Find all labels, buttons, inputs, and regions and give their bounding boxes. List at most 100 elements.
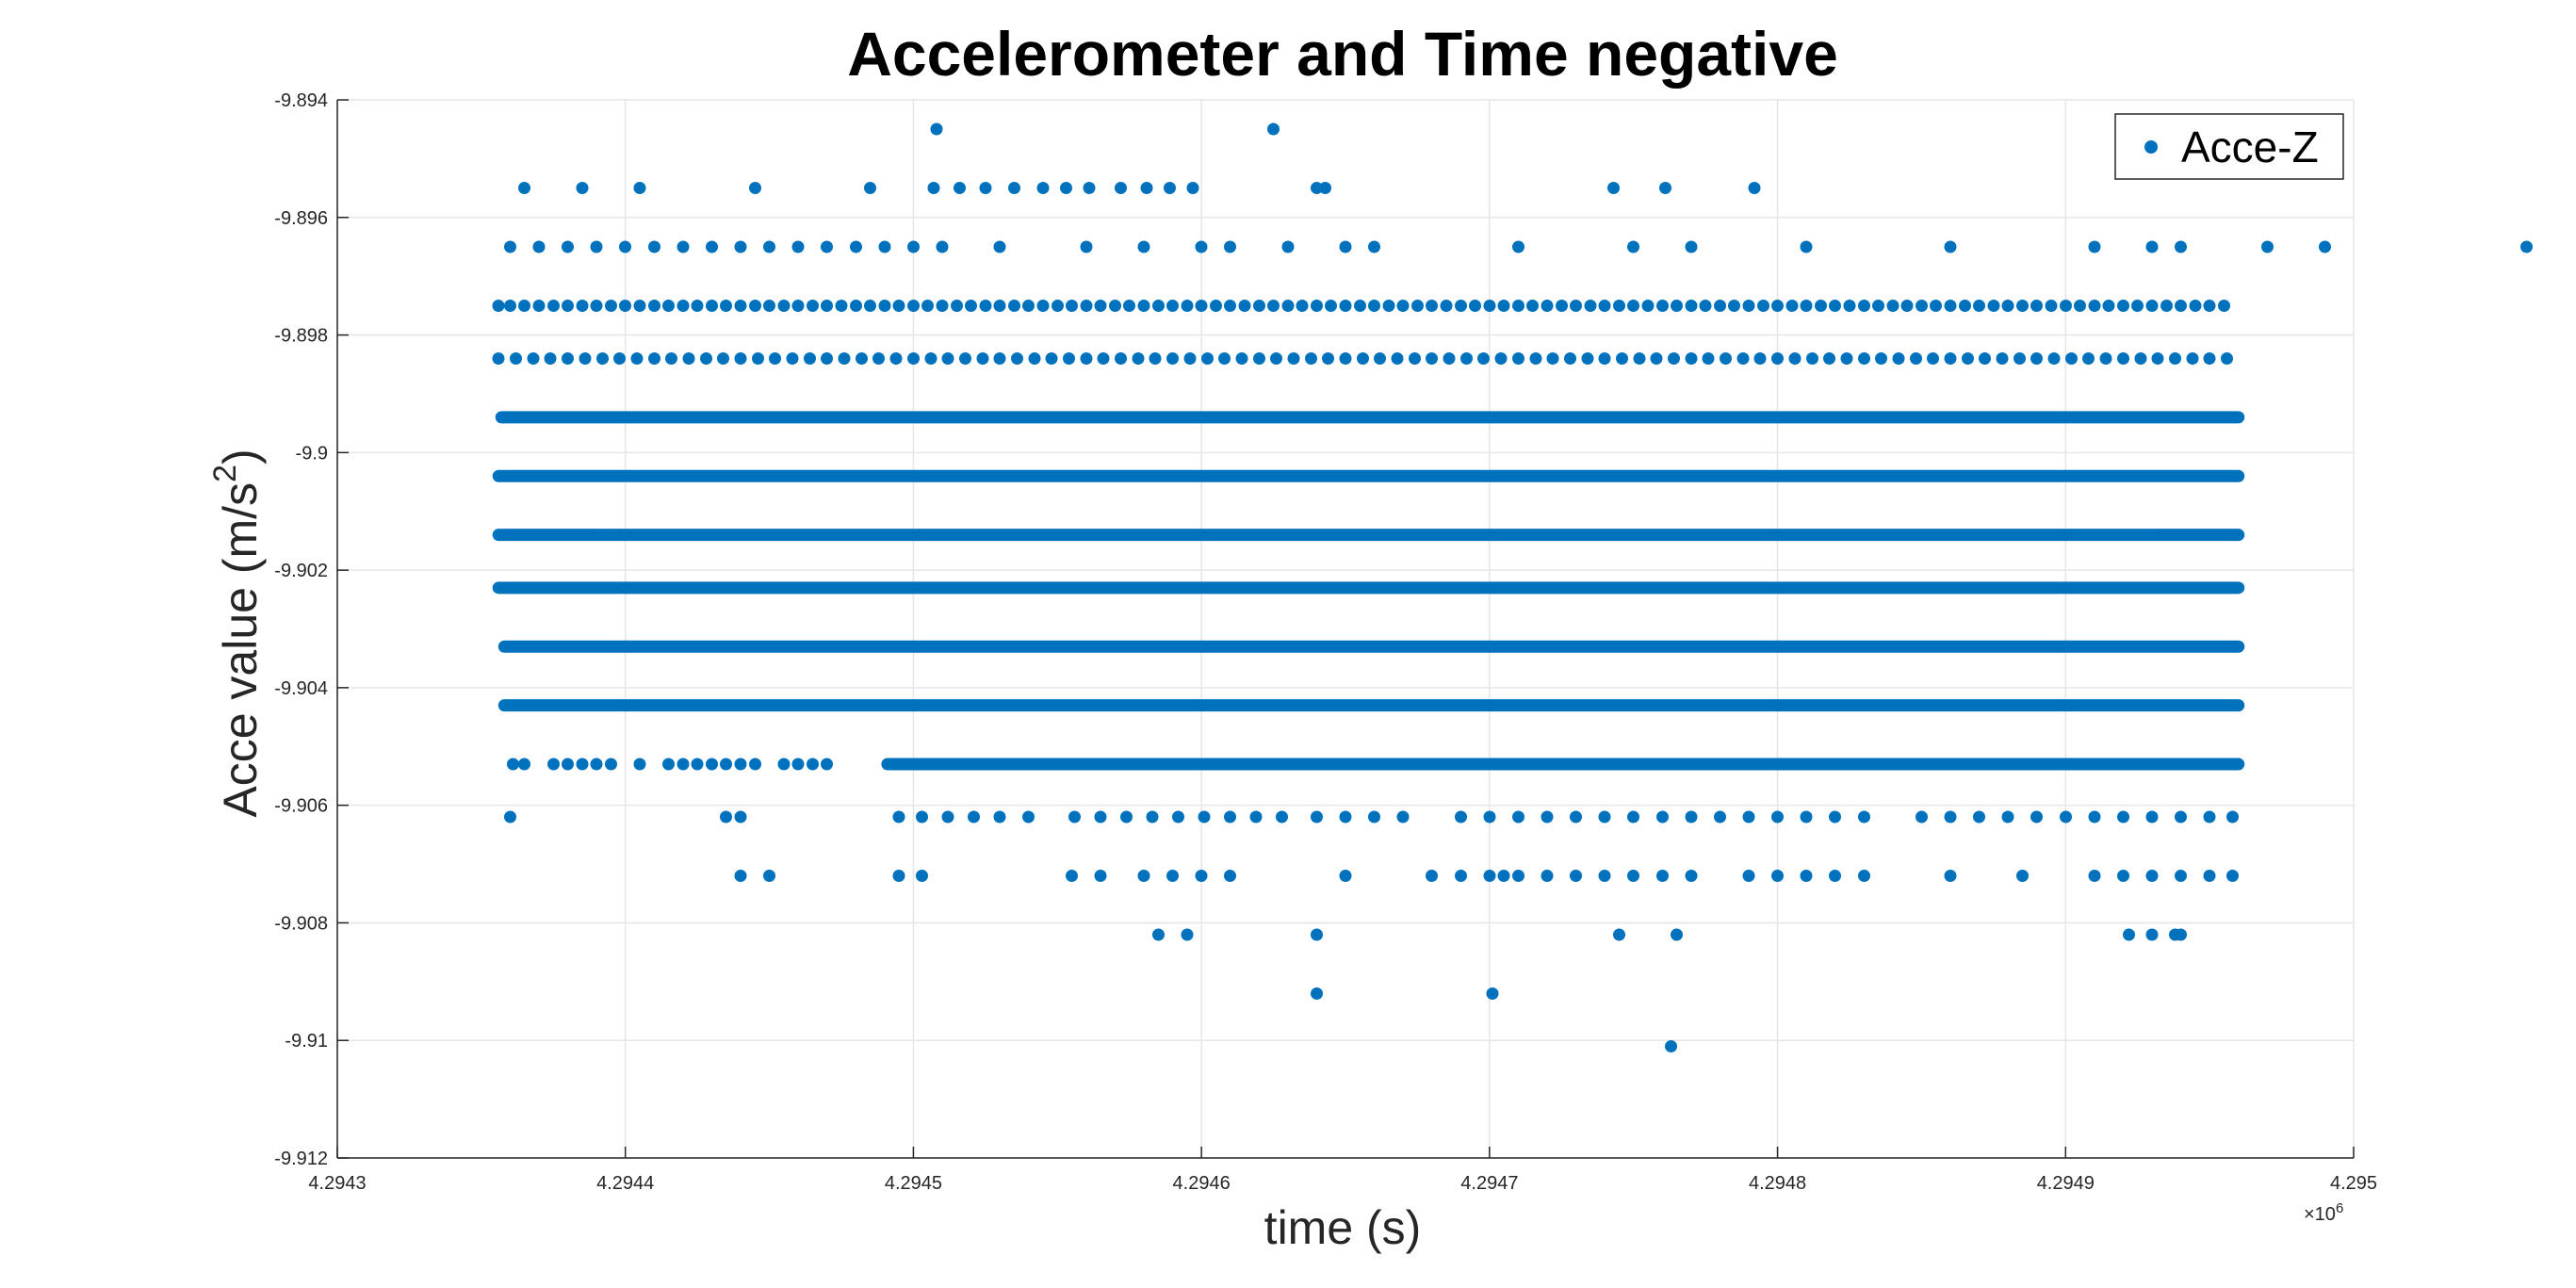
- data-point-130: [993, 300, 1006, 312]
- data-point-18: [1137, 240, 1150, 253]
- data-point-343: [993, 810, 1006, 823]
- data-point-384: [2226, 810, 2239, 823]
- data-point-199: [1987, 300, 2000, 312]
- data-point-339: [892, 810, 905, 823]
- data-point-77: [927, 182, 940, 194]
- data-point-347: [1120, 810, 1133, 823]
- data-point-147: [1238, 300, 1251, 312]
- data-point-308: [2082, 352, 2095, 365]
- data-point-395: [1339, 870, 1352, 882]
- legend-label-acce-z: Acce-Z: [2181, 122, 2319, 171]
- y-tick-labels: -9.894 -9.896 -9.898 -9.9 -9.902 -9.904 -9.906…: [274, 90, 328, 1169]
- data-point-1: [532, 240, 546, 253]
- data-point-27: [1800, 240, 1813, 253]
- data-point-171: [1584, 300, 1597, 312]
- data-point-245: [993, 352, 1006, 365]
- data-point-5: [648, 240, 660, 253]
- data-point-159: [1411, 300, 1424, 312]
- data-point-76: [864, 182, 876, 194]
- data-point-291: [1788, 352, 1802, 365]
- data-point-366: [1685, 810, 1698, 823]
- data-point-404: [1627, 870, 1639, 882]
- data-point-355: [1339, 810, 1352, 823]
- data-point-429: [1311, 987, 1323, 1000]
- data-point-260: [1253, 352, 1265, 365]
- data-point-3: [590, 240, 603, 253]
- data-point-120: [850, 300, 862, 312]
- data-point-428: [2175, 928, 2187, 941]
- data-point-113: [749, 300, 761, 312]
- data-point-247: [1028, 352, 1041, 365]
- data-point-317: [507, 758, 519, 771]
- data-point-126: [936, 300, 949, 312]
- data-point-272: [1460, 352, 1473, 365]
- data-point-174: [1627, 300, 1639, 312]
- data-point-293: [1823, 352, 1835, 365]
- data-point-145: [1210, 300, 1222, 312]
- data-point-228: [700, 352, 712, 365]
- data-point-398: [1483, 870, 1496, 882]
- data-point-176: [1656, 300, 1669, 312]
- data-point-376: [2001, 810, 2014, 823]
- data-point-239: [889, 352, 903, 365]
- data-point-289: [1753, 352, 1767, 365]
- data-point-422: [1311, 928, 1323, 941]
- data-point-280: [1598, 352, 1611, 365]
- data-point-223: [613, 352, 626, 365]
- data-point-264: [1322, 352, 1334, 365]
- data-point-123: [892, 300, 905, 312]
- data-point-231: [752, 352, 764, 365]
- x-tick-label-6: 4.2949: [2037, 1173, 2095, 1194]
- data-point-296: [1875, 352, 1887, 365]
- data-point-305: [2030, 352, 2043, 365]
- data-point-399: [1497, 870, 1510, 882]
- x-tick-label-0: 4.2943: [308, 1173, 366, 1194]
- y-tick-label-8: -9.91: [285, 1031, 328, 1052]
- data-point-187: [1815, 300, 1827, 312]
- data-point-139: [1123, 300, 1135, 312]
- data-point-12: [850, 240, 862, 253]
- data-point-172: [1598, 300, 1611, 312]
- data-point-235: [821, 352, 833, 365]
- data-point-346: [1094, 810, 1107, 823]
- data-point-25: [1627, 240, 1639, 253]
- data-point-344: [1022, 810, 1035, 823]
- data-point-403: [1598, 870, 1611, 882]
- data-point-338: [734, 810, 747, 823]
- data-point-188: [1829, 300, 1841, 312]
- data-point-294: [1840, 352, 1853, 365]
- data-point-83: [1083, 182, 1096, 194]
- data-point-34: [2520, 240, 2533, 253]
- data-point-92: [1748, 182, 1761, 194]
- data-point-406: [1685, 870, 1698, 882]
- data-point-209: [2131, 300, 2144, 312]
- data-point-337: [720, 810, 732, 823]
- data-point-300: [1944, 352, 1957, 365]
- data-point-29: [2088, 240, 2101, 253]
- data-point-2: [562, 240, 574, 253]
- data-point-266: [1357, 352, 1369, 365]
- data-point-229: [717, 352, 729, 365]
- data-point-33: [2319, 240, 2331, 253]
- data-point-349: [1172, 810, 1184, 823]
- data-point-420: [1152, 928, 1165, 941]
- data-point-292: [1806, 352, 1818, 365]
- plot-area: [337, 100, 2354, 1158]
- data-point-298: [1910, 352, 1922, 365]
- data-point-208: [2117, 300, 2129, 312]
- data-point-195: [1930, 300, 1942, 312]
- data-point-129: [979, 300, 992, 312]
- data-point-251: [1097, 352, 1110, 365]
- data-point-286: [1702, 352, 1715, 365]
- y-tick-label-0: -9.894: [274, 90, 328, 111]
- data-point-352: [1249, 810, 1263, 823]
- data-point-152: [1311, 300, 1323, 312]
- x-exponent-superscript: 6: [2336, 1200, 2343, 1216]
- data-point-210: [2145, 300, 2159, 312]
- data-point-26: [1685, 240, 1698, 253]
- data-point-170: [1570, 300, 1582, 312]
- y-tick-label-2: -9.898: [274, 326, 328, 347]
- axes-layer: [336, 99, 2355, 1159]
- data-point-415: [2117, 870, 2129, 882]
- data-point-201: [2016, 300, 2029, 312]
